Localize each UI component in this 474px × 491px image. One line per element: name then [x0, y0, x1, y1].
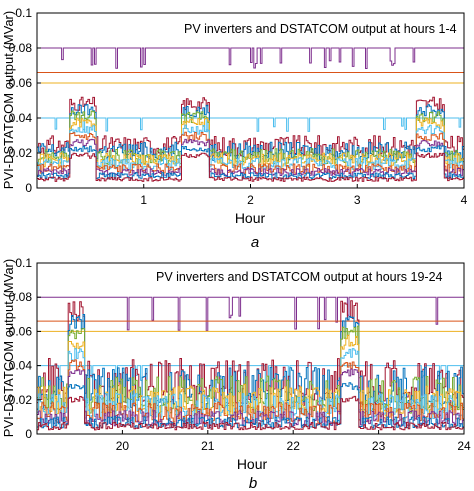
annotation-b: PV inverters and DSTATCOM output at hour… — [156, 270, 443, 284]
plot-frame-b — [36, 262, 465, 435]
annotation-bg-b — [150, 266, 450, 288]
y-axis-label-b: PVI-DSTATCOM output (MVar) — [1, 259, 16, 437]
series-line — [37, 368, 465, 427]
x-ticks-b: 20 21 22 23 24 — [116, 430, 471, 453]
y-tick-label: 0 — [25, 427, 32, 441]
series-lines-b — [37, 296, 465, 431]
x-axis-label-a: Hour — [235, 210, 266, 226]
y-tick-label: 0.02 — [9, 146, 33, 160]
panel-label-a: a — [251, 234, 259, 251]
y-tick-label: 0 — [25, 181, 32, 195]
y-tick-label: 0.06 — [9, 324, 33, 338]
x-ticks-a: 1 2 3 4 — [140, 184, 468, 207]
series-line — [37, 314, 465, 411]
y-tick-label: 0.02 — [9, 393, 33, 407]
series-line — [37, 110, 465, 165]
y-tick-label: 0.1 — [15, 256, 32, 270]
x-tick-label: 1 — [140, 193, 147, 207]
y-tick-label: 0.04 — [9, 111, 33, 125]
annotation-a: PV inverters and DSTATCOM output at hour… — [184, 22, 457, 36]
y-axis-label-a: PVI-DSTATCOM output (MVar) — [1, 11, 16, 189]
x-tick-label: 4 — [461, 193, 468, 207]
series-line — [37, 365, 464, 383]
y-tick-label: 0.04 — [9, 359, 33, 373]
series-line — [37, 152, 465, 182]
y-tick-label: 0.08 — [9, 290, 33, 304]
y-tick-label: 0.1 — [15, 6, 32, 20]
annotation-bg-a — [178, 18, 448, 40]
x-tick-label: 23 — [372, 439, 386, 453]
y-ticks-a: 0 0.02 0.04 0.06 0.08 0.1 — [9, 6, 41, 195]
y-ticks-b: 0 0.02 0.04 0.06 0.08 0.1 — [9, 256, 41, 441]
x-tick-label: 21 — [201, 439, 215, 453]
panel-label-b: b — [249, 475, 257, 491]
series-line — [37, 117, 465, 168]
y-tick-label: 0.06 — [9, 76, 33, 90]
series-line — [37, 296, 464, 332]
panel-a: 0 0.02 0.04 0.06 0.08 0.1 1 2 3 4 PV inverters a… — [1, 6, 468, 251]
series-lines-a — [37, 47, 465, 182]
series-line — [37, 47, 464, 69]
x-tick-label: 22 — [287, 439, 301, 453]
x-tick-label: 24 — [457, 439, 471, 453]
x-tick-label: 3 — [354, 193, 361, 207]
x-axis-label-b: Hour — [237, 456, 268, 472]
series-line — [37, 131, 465, 174]
y-tick-label: 0.08 — [9, 41, 33, 55]
x-tick-label: 2 — [247, 193, 254, 207]
series-line — [37, 117, 464, 133]
panel-b: 0 0.02 0.04 0.06 0.08 0.1 20 21 22 23 24 PV inver… — [1, 256, 471, 491]
series-line — [37, 395, 465, 431]
x-tick-label: 20 — [116, 439, 130, 453]
